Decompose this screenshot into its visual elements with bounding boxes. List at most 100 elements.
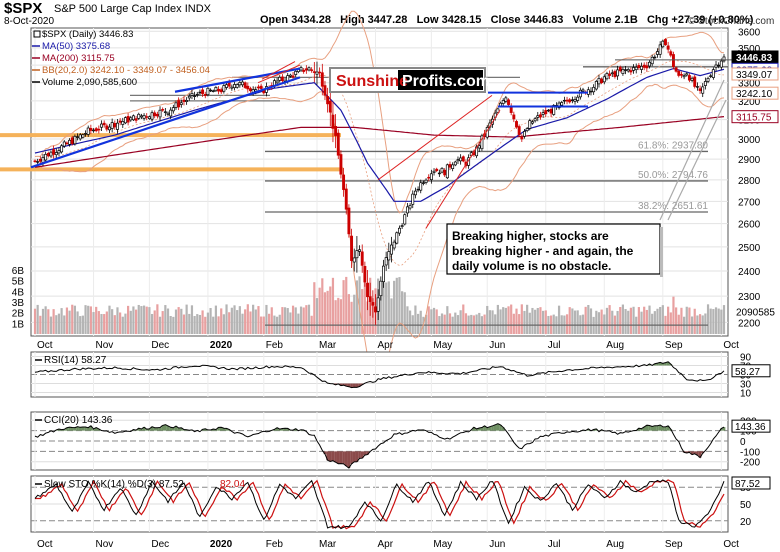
candle-body bbox=[190, 93, 194, 96]
volume-bar bbox=[49, 316, 53, 334]
candle-body bbox=[92, 129, 95, 132]
volume-bar bbox=[166, 308, 170, 334]
g-rsi-tick-label: 30 bbox=[740, 380, 752, 391]
candle-body bbox=[97, 128, 101, 131]
candle-body bbox=[328, 100, 332, 113]
candle-body bbox=[435, 168, 439, 171]
candle-body bbox=[703, 81, 707, 86]
annotation-line3: daily volume is no obstacle. bbox=[452, 259, 611, 273]
candle-body bbox=[368, 296, 372, 302]
index-exchange: INDX bbox=[184, 3, 211, 15]
volume-bar bbox=[342, 280, 345, 334]
x-tick-label: Nov bbox=[96, 340, 114, 351]
candle-body bbox=[424, 179, 428, 183]
candle-body bbox=[177, 100, 181, 108]
candle-body bbox=[451, 164, 455, 169]
candle-body bbox=[299, 67, 303, 71]
candle-body bbox=[73, 135, 77, 145]
candle-body bbox=[621, 69, 625, 74]
candle-body bbox=[672, 54, 675, 67]
volume-bar bbox=[148, 307, 151, 334]
candle-body bbox=[427, 176, 431, 179]
candle-body bbox=[89, 128, 93, 131]
candle-body bbox=[374, 306, 377, 313]
price-badge: 3115.75 bbox=[736, 113, 772, 124]
g-sto-legend: 82.04 bbox=[220, 479, 245, 490]
volume-bar bbox=[680, 307, 683, 334]
volume-bar bbox=[79, 316, 82, 334]
candle-body bbox=[60, 145, 64, 153]
volume-bar bbox=[706, 304, 710, 334]
volume-bar bbox=[502, 307, 505, 334]
annotation-box bbox=[446, 223, 661, 275]
candle-body bbox=[163, 111, 167, 113]
g-sto-value-badge: 87.52 bbox=[735, 479, 760, 490]
candle-body bbox=[344, 188, 348, 210]
price-badge-box bbox=[731, 86, 779, 100]
candle-body bbox=[70, 137, 74, 144]
candle-body bbox=[246, 85, 250, 90]
volume-bar bbox=[595, 310, 598, 334]
candle-body bbox=[661, 40, 665, 48]
candle-body bbox=[456, 159, 460, 162]
candle-body bbox=[706, 78, 710, 82]
candle-body bbox=[634, 66, 638, 71]
candle-body bbox=[443, 169, 447, 176]
x-tick-label: Oct bbox=[723, 340, 739, 351]
candle-body bbox=[336, 132, 340, 156]
volume-bar bbox=[624, 309, 627, 334]
candle-body bbox=[278, 76, 282, 81]
volume-bar bbox=[539, 307, 542, 334]
volume-tick-label: 3B bbox=[12, 298, 25, 309]
ohlc-bar: Open 3434.28 High 3447.28 Low 3428.15 Cl… bbox=[260, 14, 753, 26]
candle-body bbox=[113, 123, 117, 128]
candle-body bbox=[677, 70, 681, 76]
volume-bar bbox=[454, 312, 457, 334]
candle-body bbox=[187, 95, 191, 99]
candle-body bbox=[392, 241, 396, 249]
price-badge-box bbox=[731, 110, 779, 124]
volume-bar bbox=[571, 308, 574, 334]
volume-tick-label: 5B bbox=[12, 277, 25, 288]
candle-body bbox=[81, 134, 85, 138]
volume-bar bbox=[435, 309, 438, 334]
volume-bar bbox=[347, 294, 351, 334]
candle-body bbox=[629, 70, 633, 73]
candle-body bbox=[589, 90, 593, 93]
candle-body bbox=[562, 99, 566, 102]
volume-bar bbox=[323, 292, 327, 334]
volume-bar bbox=[443, 314, 446, 334]
volume-bar bbox=[36, 304, 39, 334]
chart-symbol: $SPX bbox=[4, 0, 43, 17]
low-value: 3428.15 bbox=[441, 14, 482, 26]
candle-body bbox=[714, 64, 718, 68]
candle-body bbox=[304, 68, 308, 71]
volume-bar bbox=[214, 305, 217, 334]
g-sto-tick-label: 20 bbox=[740, 517, 752, 528]
candle-body bbox=[291, 75, 295, 78]
candle-body bbox=[379, 280, 383, 297]
candle-body bbox=[429, 173, 433, 181]
volume-bar bbox=[499, 309, 502, 334]
volume-bar bbox=[416, 313, 420, 334]
candle-body bbox=[360, 251, 364, 266]
x-tick-label-bottom: 2020 bbox=[210, 539, 233, 550]
candle-body bbox=[656, 51, 659, 55]
volume-bar bbox=[182, 314, 186, 334]
volume-bar bbox=[627, 310, 630, 334]
candle-body bbox=[331, 114, 335, 129]
volume-bar bbox=[119, 312, 122, 334]
resistance-zone-lower bbox=[0, 167, 343, 172]
candle-body bbox=[174, 102, 178, 108]
price-tick-label: 3300 bbox=[738, 79, 761, 90]
volume-bar bbox=[302, 307, 305, 334]
candle-body bbox=[549, 109, 553, 114]
g-rsi-line bbox=[34, 361, 725, 389]
volume-bar bbox=[491, 310, 494, 334]
volume-bar bbox=[92, 312, 95, 334]
volume-bar bbox=[174, 309, 178, 334]
volume-bar bbox=[230, 307, 233, 334]
volume-bar bbox=[693, 308, 696, 334]
candle-body bbox=[320, 72, 324, 87]
volume-bar bbox=[645, 309, 648, 334]
